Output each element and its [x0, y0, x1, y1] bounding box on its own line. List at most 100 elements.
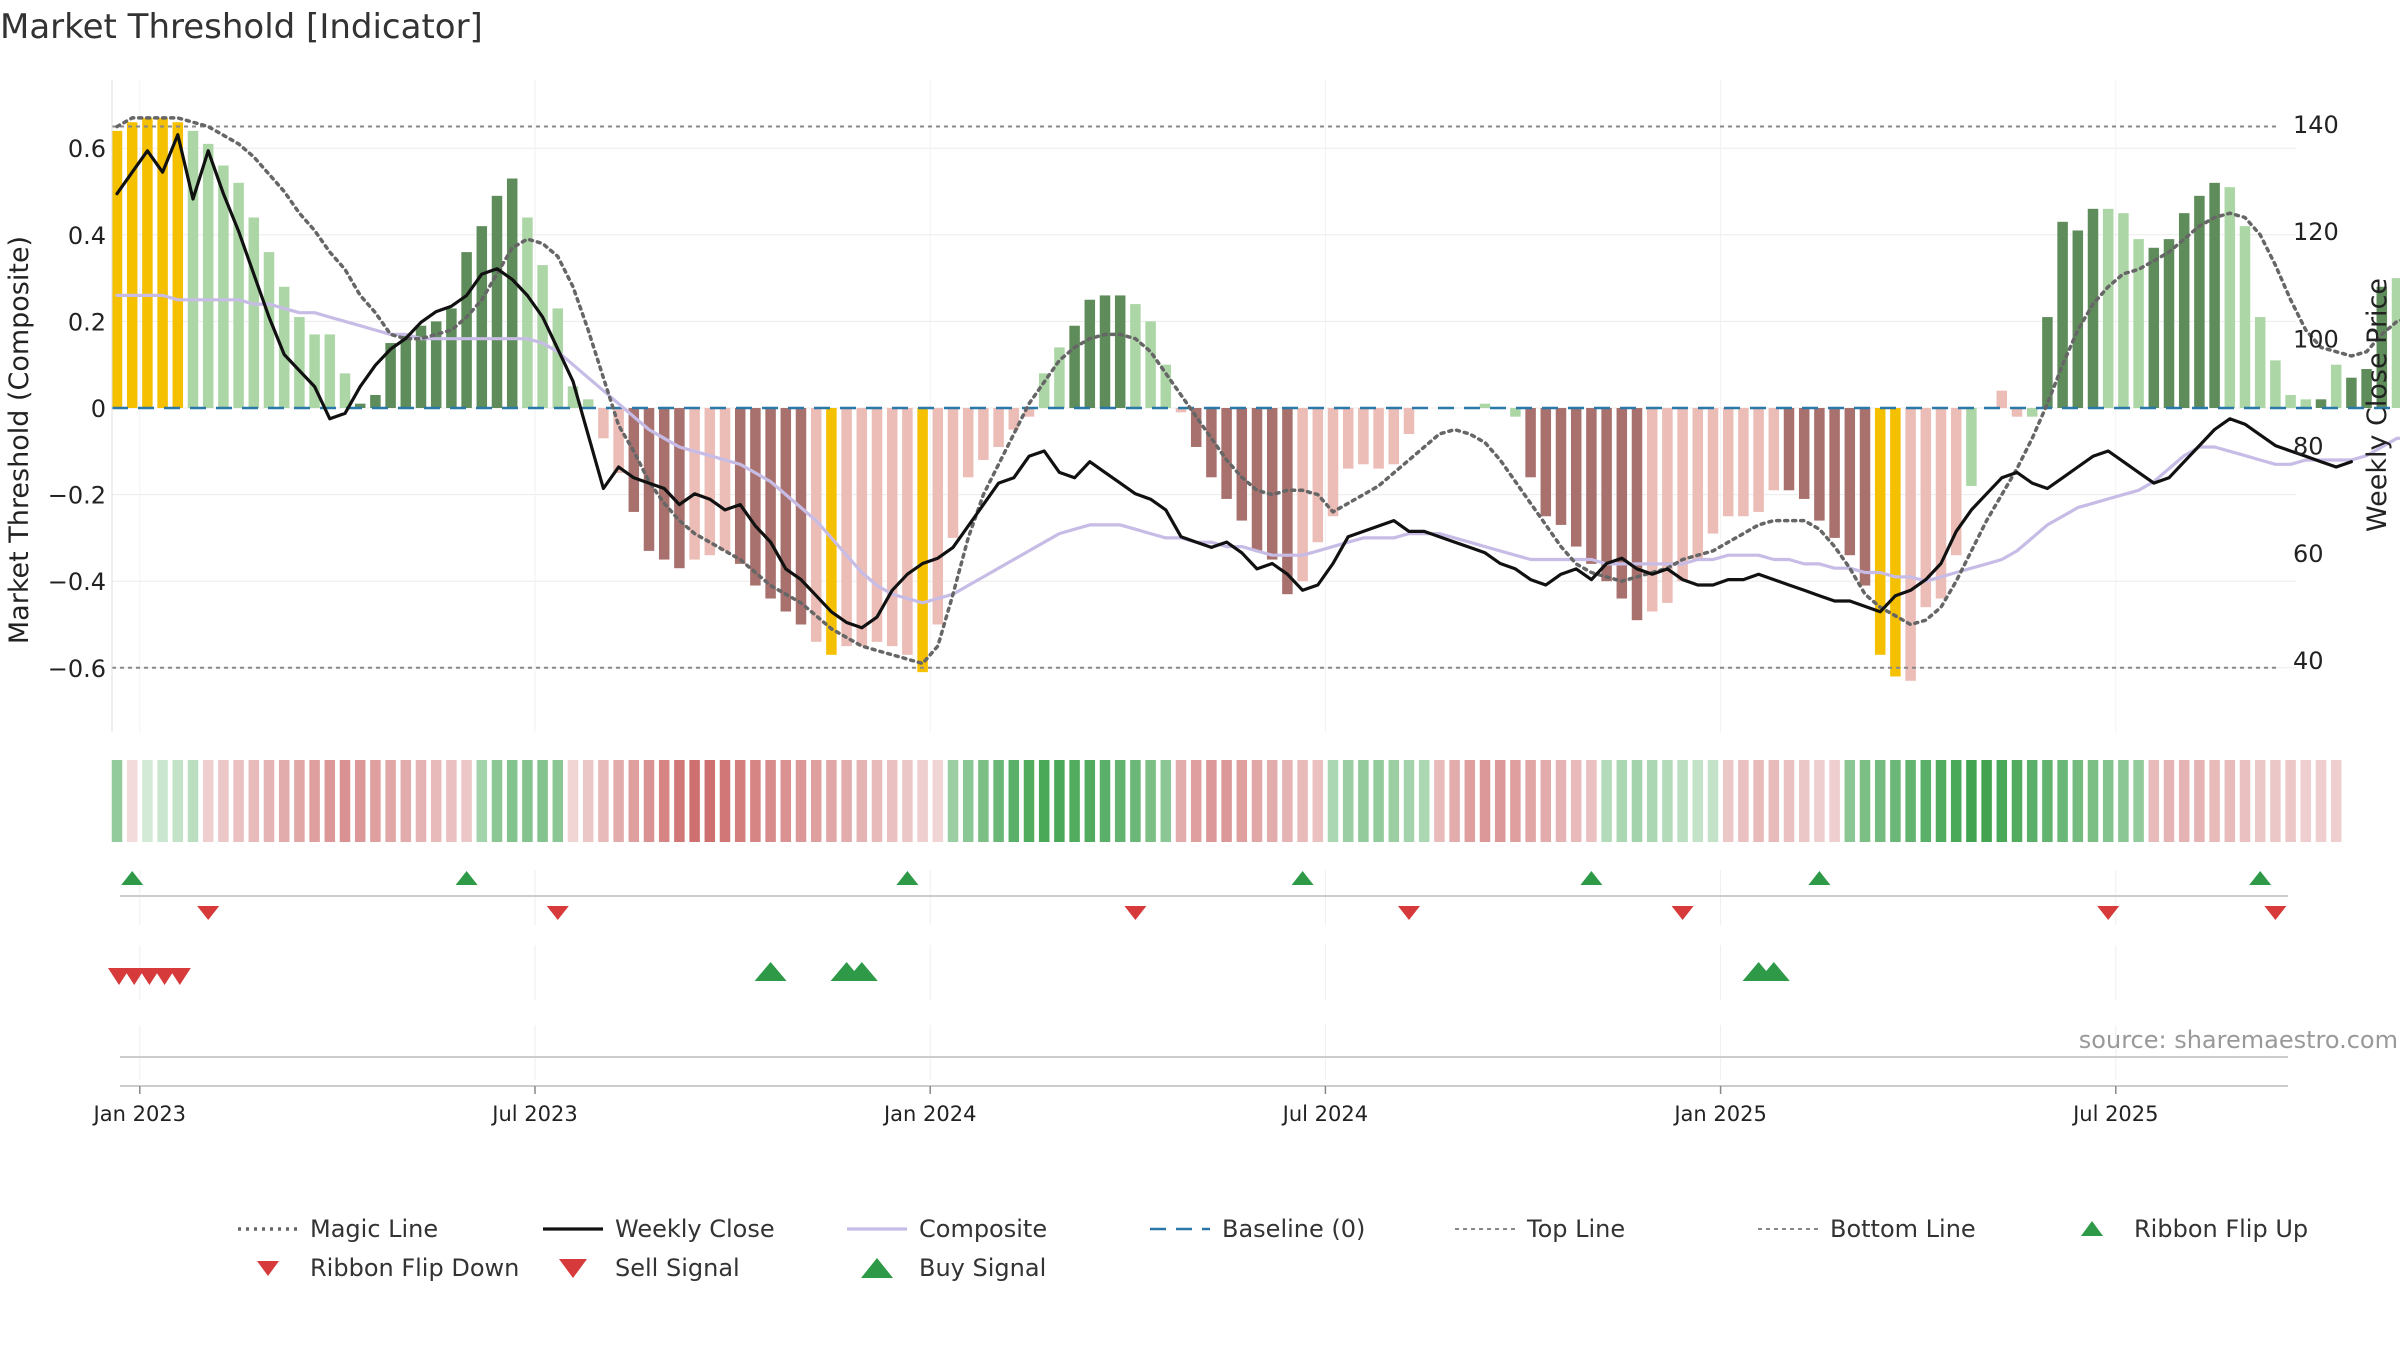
ribbon-cell [1601, 760, 1612, 842]
composite-bar [1859, 408, 1871, 586]
ribbon-cell [1342, 760, 1354, 842]
ribbon-cell [522, 760, 533, 842]
ribbon-cell [780, 760, 792, 842]
legend-item-top-line: Top Line [1455, 1215, 1625, 1243]
ribbon-cell [1190, 760, 1202, 842]
ribbon-cell [248, 760, 260, 842]
composite-bar [1646, 408, 1658, 612]
composite-bar [1950, 408, 1962, 556]
sell-signal-marker [168, 968, 191, 985]
ribbon-cell [339, 760, 351, 842]
composite-bar [1251, 408, 1263, 551]
ribbon-cell [628, 760, 640, 842]
sell-signal-marker [123, 968, 146, 985]
composite-bar [658, 408, 670, 560]
composite-bar [126, 122, 138, 408]
ribbon-cell [1905, 760, 1916, 842]
composite-bar [1023, 408, 1035, 417]
composite-bar [810, 408, 822, 642]
ribbon-cell [1373, 760, 1384, 842]
composite-bar [978, 408, 989, 460]
composite-bar [1008, 408, 1020, 430]
ribbon-cell [2254, 760, 2266, 842]
ribbon-flip-panel [120, 870, 2288, 925]
ribbon-cell [1753, 760, 1764, 842]
ribbon-cell [1616, 760, 1628, 842]
ribbon-cell [1054, 760, 1065, 842]
legend-label: Top Line [1526, 1215, 1625, 1243]
composite-bar [750, 408, 761, 586]
y2-axis-title: Weekly Close Price [2362, 278, 2393, 532]
legend-label: Baseline (0) [1222, 1215, 1365, 1243]
ribbon-flip-up-marker [121, 871, 144, 885]
ribbon-cell [1768, 760, 1780, 842]
ribbon-cell [1874, 760, 1886, 842]
x-tick-label: Jan 2025 [1672, 1102, 1767, 1126]
ribbon-cell [750, 760, 761, 842]
legend-item-magic-line: Magic Line [238, 1215, 438, 1243]
ribbon-cell [734, 760, 746, 842]
signal-panel [108, 945, 2288, 1080]
composite-bar [1738, 408, 1749, 517]
ribbon-cell [674, 760, 685, 842]
composite-bar [1631, 408, 1643, 621]
composite-bar [2042, 317, 2053, 408]
ribbon-cell [1145, 760, 1156, 842]
ribbon-cell [400, 760, 412, 842]
composite-bar [2270, 360, 2281, 408]
ribbon-cell [370, 760, 381, 842]
chart-title: Market Threshold [Indicator] [0, 7, 483, 47]
ribbon-cell [2102, 760, 2114, 842]
ribbon-cell [1023, 760, 1035, 842]
ribbon-cell [1935, 760, 1947, 842]
ribbon-cell [1236, 760, 1248, 842]
composite-bar [1221, 408, 1232, 499]
composite-bar [765, 408, 776, 599]
composite-bar [704, 408, 716, 556]
composite-bar [1935, 408, 1947, 599]
ribbon-flip-down-marker [2097, 906, 2120, 920]
composite-bar [1069, 325, 1080, 408]
ribbon-cell [1084, 760, 1096, 842]
legend-label: Bottom Line [1830, 1215, 1976, 1243]
composite-bar [294, 317, 305, 408]
composite-bar [947, 408, 959, 538]
ribbon-cell [1160, 760, 1172, 842]
ribbon-flip-up-marker [1291, 871, 1314, 885]
legend-item-sell-signal: Sell Signal [559, 1254, 740, 1282]
composite-bar [522, 217, 533, 408]
ribbon-cell [932, 760, 944, 842]
composite-bar [1798, 408, 1810, 499]
composite-bar [567, 386, 579, 408]
composite-bar [2178, 213, 2190, 408]
ribbon-cell [917, 760, 928, 842]
ribbon-cell [658, 760, 670, 842]
composite-bar [537, 265, 548, 408]
legend-item-baseline-0-: Baseline (0) [1150, 1215, 1365, 1243]
ribbon-cell [1297, 760, 1308, 842]
composite-bar [1510, 408, 1521, 417]
y-tick-label: 0 [91, 395, 106, 423]
composite-bar [719, 408, 731, 551]
ribbon-cell [1038, 760, 1050, 842]
composite-bar [1403, 408, 1415, 434]
ribbon-cell [1859, 760, 1871, 842]
ribbon-cell [1282, 760, 1293, 842]
composite-bar [1677, 408, 1688, 582]
legend-item-composite: Composite [847, 1215, 1047, 1243]
series-composite [115, 293, 2400, 605]
ribbon-cell [142, 760, 153, 842]
composite-bar [2011, 408, 2023, 417]
composite-bar [1844, 408, 1856, 556]
composite-bar [1373, 408, 1384, 469]
ribbon-cell [354, 760, 366, 842]
ribbon-cell [1950, 760, 1962, 842]
composite-bar [2102, 208, 2114, 408]
ribbon-cell [1981, 760, 1992, 842]
ribbon-cell [1327, 760, 1339, 842]
composite-bar [400, 334, 412, 408]
ribbon-cell [1358, 760, 1369, 842]
y-tick-label: −0.6 [48, 655, 106, 683]
composite-bar [111, 130, 123, 408]
